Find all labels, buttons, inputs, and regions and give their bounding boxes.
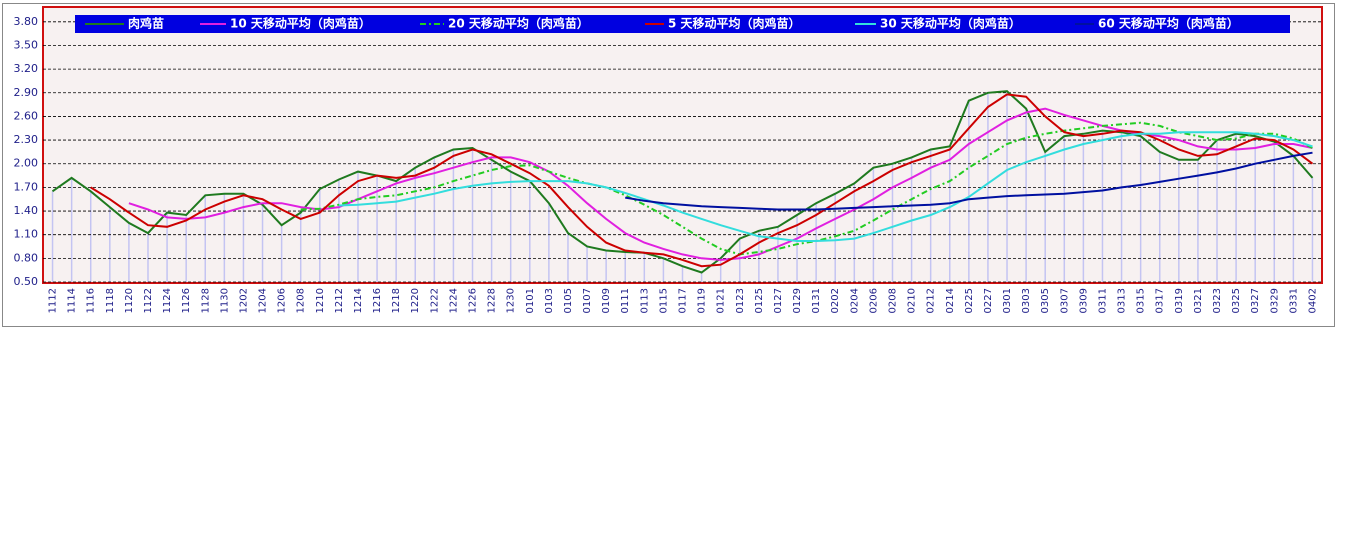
x-tick-label: 0307 — [1059, 288, 1070, 313]
x-tick-label: 0119 — [697, 288, 708, 313]
x-tick-label: 1126 — [181, 288, 192, 313]
x-tick-label: 1114 — [67, 288, 78, 313]
x-tick-label: 0311 — [1097, 288, 1108, 313]
x-tick-label: 1220 — [410, 288, 421, 313]
y-tick-label: 2.00 — [14, 157, 39, 170]
x-tick-label: 0315 — [1136, 288, 1147, 313]
x-tick-label: 1218 — [391, 288, 402, 313]
x-tick-label: 0131 — [811, 288, 822, 313]
x-tick-label: 1116 — [86, 288, 97, 313]
y-tick-label: 0.50 — [14, 275, 39, 288]
x-tick-label: 1112 — [48, 288, 59, 313]
x-tick-label: 0319 — [1174, 288, 1185, 313]
x-tick-label: 0204 — [849, 288, 860, 313]
x-tick-label: 1128 — [200, 288, 211, 313]
x-tick-label: 1210 — [315, 288, 326, 313]
x-tick-label: 0402 — [1307, 288, 1318, 313]
x-tick-label: 0113 — [639, 288, 650, 313]
x-tick-label: 1226 — [468, 288, 479, 313]
legend-box — [75, 15, 1290, 33]
x-tick-label: 0115 — [658, 288, 669, 313]
x-tick-label: 0125 — [754, 288, 765, 313]
x-tick-label: 1206 — [277, 288, 288, 313]
y-tick-label: 3.80 — [14, 15, 39, 28]
x-tick-label: 0127 — [773, 288, 784, 313]
x-tick-label: 0210 — [907, 288, 918, 313]
x-tick-label: 0202 — [830, 288, 841, 313]
x-tick-label: 1224 — [448, 288, 459, 313]
x-tick-label: 0111 — [620, 288, 631, 313]
x-tick-label: 0225 — [964, 288, 975, 313]
series-line — [90, 93, 1314, 268]
x-tick-label: 0227 — [983, 288, 994, 313]
x-tick-label: 1130 — [219, 288, 230, 313]
y-tick-label: 0.80 — [14, 251, 39, 264]
x-tick-label: 0313 — [1117, 288, 1128, 313]
x-tick-label: 0208 — [887, 288, 898, 313]
x-tick-label: 0325 — [1231, 288, 1242, 313]
legend-label: 20 天移动平均（肉鸡苗） — [448, 16, 589, 31]
y-tick-label: 3.50 — [14, 38, 39, 51]
x-tick-label: 1204 — [258, 288, 269, 313]
x-tick-label: 1208 — [296, 288, 307, 313]
x-tick-label: 0321 — [1193, 288, 1204, 313]
x-tick-label: 1216 — [372, 288, 383, 313]
x-tick-label: 1118 — [105, 288, 116, 313]
legend-label: 5 天移动平均（肉鸡苗） — [668, 16, 801, 31]
x-tick-label: 1120 — [124, 288, 135, 313]
x-tick-label: 0103 — [544, 288, 555, 313]
x-tick-label: 0305 — [1040, 288, 1051, 313]
y-tick-label: 3.20 — [14, 62, 39, 75]
x-tick-label: 0301 — [1002, 288, 1013, 313]
x-tick-label: 0214 — [945, 288, 956, 313]
x-tick-label: 1122 — [143, 288, 154, 313]
x-tick-label: 0212 — [926, 288, 937, 313]
x-tick-label: 0317 — [1155, 288, 1166, 313]
series-line — [625, 151, 1313, 211]
x-tick-label: 0309 — [1078, 288, 1089, 313]
x-tick-label: 0323 — [1212, 288, 1223, 313]
x-tick-label: 0105 — [563, 288, 574, 313]
plot-area — [42, 6, 1323, 284]
x-tick-label: 1230 — [506, 288, 517, 313]
y-tick-label: 1.70 — [14, 180, 39, 193]
x-tick-label: 0109 — [601, 288, 612, 313]
x-tick-label: 0303 — [1021, 288, 1032, 313]
legend-label: 60 天移动平均（肉鸡苗） — [1098, 16, 1239, 31]
x-tick-label: 0107 — [582, 288, 593, 313]
series-line — [51, 90, 1314, 274]
x-tick-label: 1202 — [238, 288, 249, 313]
x-tick-label: 1214 — [353, 288, 364, 313]
x-tick-label: 0331 — [1288, 288, 1299, 313]
y-tick-label: 2.60 — [14, 109, 39, 122]
y-tick-label: 1.10 — [14, 228, 39, 241]
legend-label: 肉鸡苗 — [128, 16, 164, 31]
series-line — [338, 131, 1313, 242]
x-tick-label: 1228 — [487, 288, 498, 313]
x-tick-label: 1212 — [334, 288, 345, 313]
x-tick-label: 1124 — [162, 288, 173, 313]
x-tick-label: 0129 — [792, 288, 803, 313]
x-tick-label: 0206 — [868, 288, 879, 313]
y-tick-label: 2.90 — [14, 86, 39, 99]
y-tick-label: 2.30 — [14, 133, 39, 146]
x-tick-label: 0101 — [525, 288, 536, 313]
y-tick-label: 1.40 — [14, 204, 39, 217]
series-line — [300, 121, 1313, 256]
x-tick-label: 1222 — [429, 288, 440, 313]
legend-label: 30 天移动平均（肉鸡苗） — [880, 16, 1021, 31]
x-tick-label: 0117 — [678, 288, 689, 313]
series-line — [128, 107, 1313, 261]
x-tick-label: 0329 — [1269, 288, 1280, 313]
legend-label: 10 天移动平均（肉鸡苗） — [230, 16, 371, 31]
x-tick-label: 0123 — [735, 288, 746, 313]
x-tick-label: 0327 — [1250, 288, 1261, 313]
x-tick-label: 0121 — [716, 288, 727, 313]
